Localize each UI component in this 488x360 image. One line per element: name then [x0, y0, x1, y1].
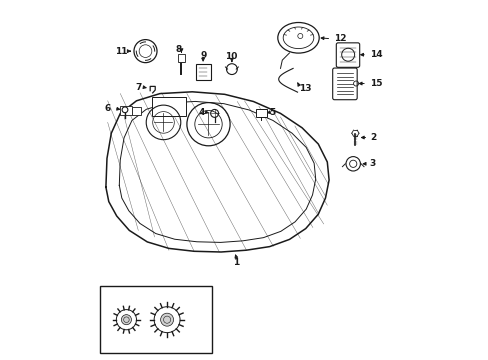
Circle shape: [121, 315, 131, 325]
Text: 14: 14: [369, 50, 382, 59]
FancyBboxPatch shape: [255, 109, 266, 117]
Text: 2: 2: [369, 133, 375, 142]
Text: 16: 16: [194, 315, 206, 324]
Bar: [101, 286, 212, 353]
Text: 1: 1: [233, 258, 239, 267]
FancyBboxPatch shape: [151, 97, 186, 116]
Text: 3: 3: [369, 159, 375, 168]
Text: 11: 11: [115, 46, 127, 55]
Text: 12: 12: [334, 34, 346, 43]
FancyBboxPatch shape: [336, 43, 359, 67]
Text: 8: 8: [176, 45, 182, 54]
Text: 6: 6: [104, 104, 111, 112]
FancyBboxPatch shape: [332, 68, 356, 100]
Text: 15: 15: [369, 79, 382, 88]
Text: 10: 10: [224, 52, 237, 61]
Text: 13: 13: [299, 84, 311, 93]
Circle shape: [160, 313, 173, 326]
FancyBboxPatch shape: [177, 54, 185, 62]
Ellipse shape: [277, 22, 319, 53]
Ellipse shape: [283, 27, 313, 49]
Text: 5: 5: [268, 108, 275, 117]
Text: 7: 7: [135, 83, 141, 91]
FancyBboxPatch shape: [195, 64, 210, 80]
Text: 9: 9: [201, 50, 207, 59]
FancyBboxPatch shape: [132, 107, 141, 115]
FancyBboxPatch shape: [120, 106, 132, 115]
Text: 4: 4: [198, 108, 204, 117]
